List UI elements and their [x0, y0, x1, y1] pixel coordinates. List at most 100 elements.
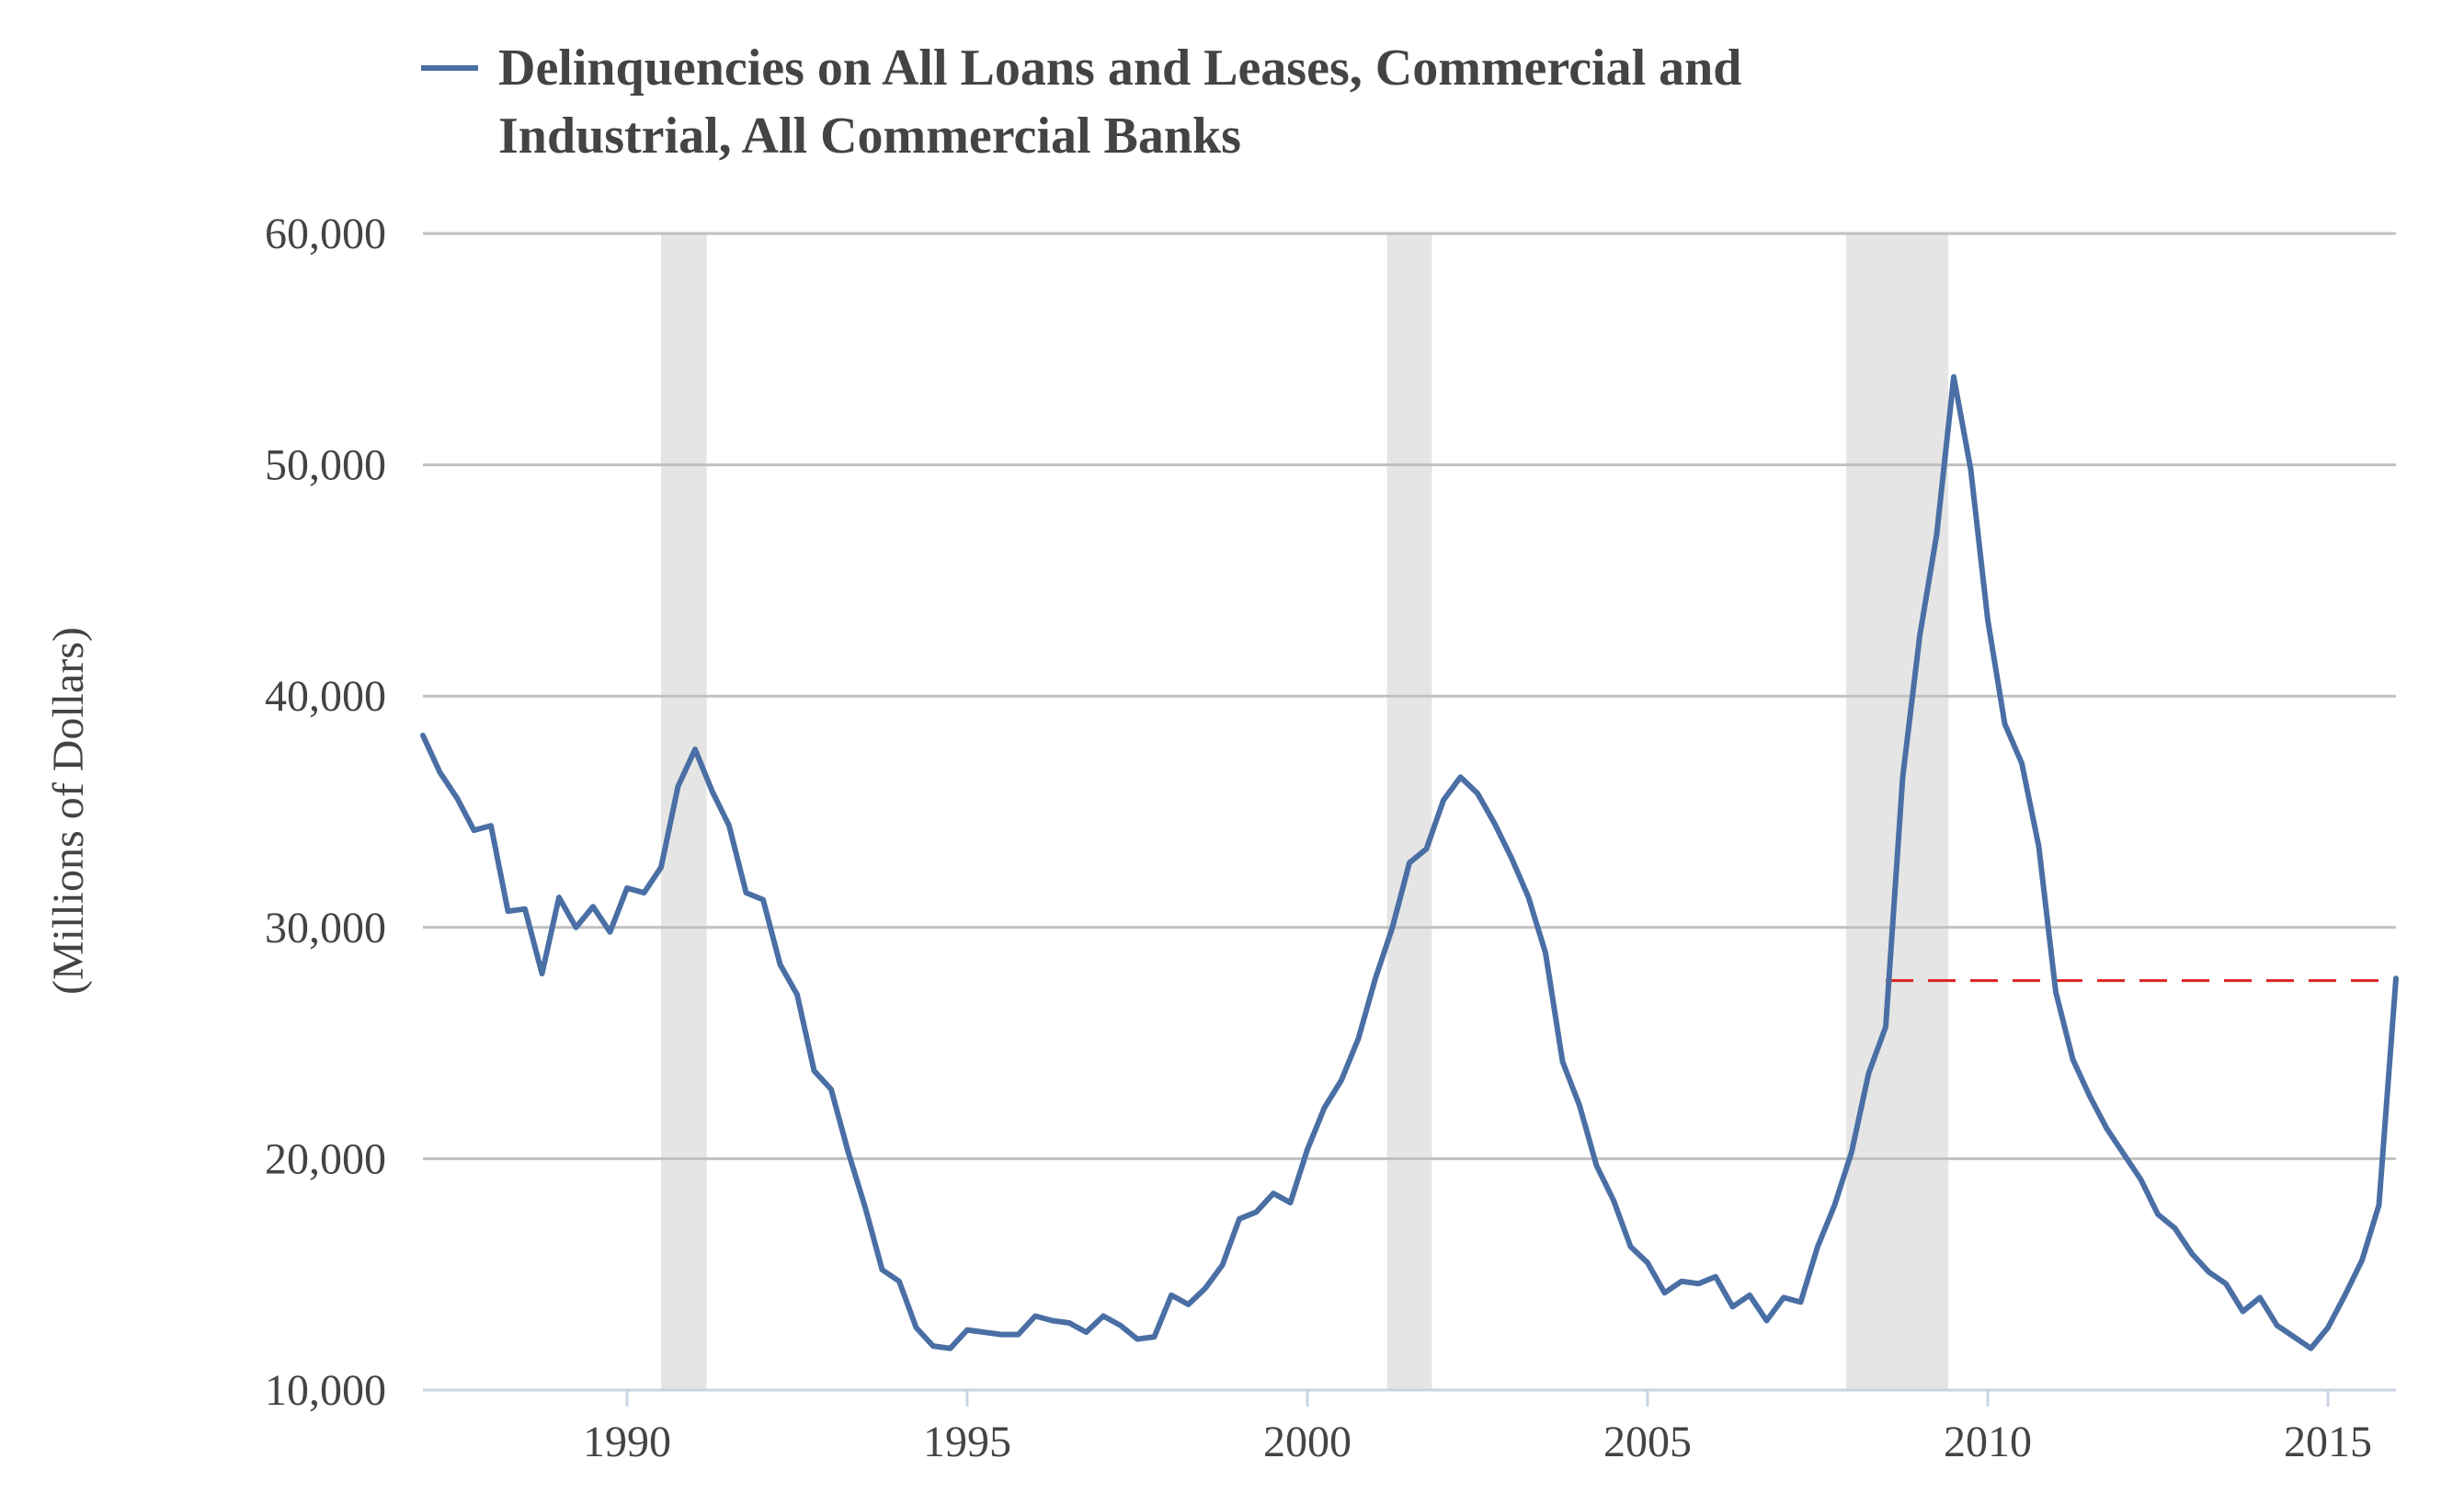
data-point [726, 823, 732, 828]
data-point [692, 746, 698, 752]
data-point [812, 1068, 817, 1074]
data-point [846, 1149, 851, 1155]
data-point [676, 783, 681, 789]
data-point [2155, 1212, 2161, 1217]
data-point [1169, 1293, 1174, 1298]
data-point [1152, 1334, 1158, 1339]
data-point [862, 1204, 868, 1210]
data-point [540, 971, 545, 976]
data-point [574, 925, 579, 930]
data-point [438, 769, 443, 775]
data-point [1713, 1274, 1718, 1280]
x-tick-label: 2005 [1603, 1418, 1692, 1466]
data-point [2325, 1325, 2331, 1330]
data-point [1254, 1209, 1260, 1214]
data-point [1934, 531, 1940, 537]
data-point [1917, 633, 1922, 639]
data-point [2002, 721, 2008, 726]
data-point [1526, 895, 1532, 900]
data-point [1101, 1313, 1106, 1318]
data-point [506, 908, 511, 914]
data-point [710, 788, 715, 793]
data-point [1594, 1163, 1600, 1168]
data-point [1050, 1318, 1055, 1324]
data-point [1968, 467, 1974, 473]
data-point [2070, 1056, 2076, 1062]
data-point [1390, 925, 1396, 930]
x-tick-label: 2000 [1263, 1418, 1352, 1466]
data-point [998, 1332, 1004, 1338]
data-point [590, 904, 596, 909]
data-point [2309, 1346, 2314, 1351]
data-point [1322, 1105, 1328, 1111]
data-point [1305, 1146, 1310, 1152]
data-point [1696, 1281, 1702, 1286]
data-point [522, 906, 528, 912]
data-point [1067, 1320, 1072, 1326]
legend-label-line-1: Delinquencies on All Loans and Leases, C… [498, 40, 1741, 97]
data-point [1356, 1036, 1362, 1042]
data-point [1220, 1262, 1226, 1268]
data-point [1815, 1244, 1820, 1249]
recession-band-2 [1386, 234, 1432, 1390]
y-tick-label: 10,000 [265, 1366, 386, 1415]
legend-label-line-2: Industrial, All Commercial Banks [498, 108, 1241, 165]
data-point [744, 890, 749, 895]
data-point [1271, 1191, 1276, 1196]
recession-band-1 [661, 234, 707, 1390]
y-tick-label: 50,000 [265, 441, 386, 490]
y-tick-label: 60,000 [265, 210, 386, 258]
data-point [1084, 1329, 1089, 1335]
data-point [1475, 791, 1480, 796]
data-point [2223, 1281, 2229, 1286]
data-point [1730, 1304, 1736, 1309]
y-tick-label: 40,000 [265, 672, 386, 721]
series-line [420, 374, 2399, 1351]
recession-band-3 [1846, 234, 1949, 1390]
grid-lines [423, 232, 2396, 1160]
data-point [1339, 1077, 1344, 1083]
data-point [1016, 1332, 1021, 1338]
data-point [2241, 1308, 2246, 1314]
data-point [930, 1343, 936, 1349]
y-axis-title: (Millions of Dollars) [44, 627, 93, 995]
legend: Delinquencies on All Loans and Leases, C… [421, 40, 1741, 165]
data-point [828, 1087, 834, 1092]
data-point [1883, 1024, 1888, 1030]
data-point [1747, 1293, 1752, 1298]
data-point [794, 992, 800, 997]
data-point [2139, 1177, 2144, 1182]
data-point [1849, 1149, 1854, 1155]
data-point [1832, 1202, 1838, 1208]
data-point [1662, 1290, 1668, 1295]
data-point [1407, 860, 1412, 865]
data-point [1203, 1285, 1208, 1291]
data-point [982, 1329, 987, 1335]
series-layer [420, 374, 2399, 1351]
x-tick-label: 1990 [583, 1418, 671, 1466]
data-point [624, 885, 630, 891]
data-point [1424, 846, 1430, 851]
data-point [2359, 1258, 2365, 1263]
data-point [1186, 1302, 1192, 1307]
data-point [1560, 1059, 1566, 1065]
data-point [760, 897, 766, 903]
data-point [420, 733, 426, 738]
recession-bands [661, 234, 1949, 1390]
data-point [948, 1346, 953, 1351]
data-point [1645, 1260, 1650, 1266]
data-point [2275, 1323, 2280, 1328]
data-point [2121, 1151, 2127, 1157]
data-point [1951, 374, 1956, 380]
data-point [2087, 1093, 2093, 1099]
data-point [896, 1279, 902, 1284]
data-point [1032, 1313, 1038, 1318]
data-point [964, 1328, 970, 1333]
x-tick-label: 2015 [2284, 1418, 2372, 1466]
data-point [642, 890, 647, 895]
data-point [2189, 1251, 2195, 1257]
data-point [2291, 1334, 2297, 1339]
data-point [658, 864, 664, 870]
